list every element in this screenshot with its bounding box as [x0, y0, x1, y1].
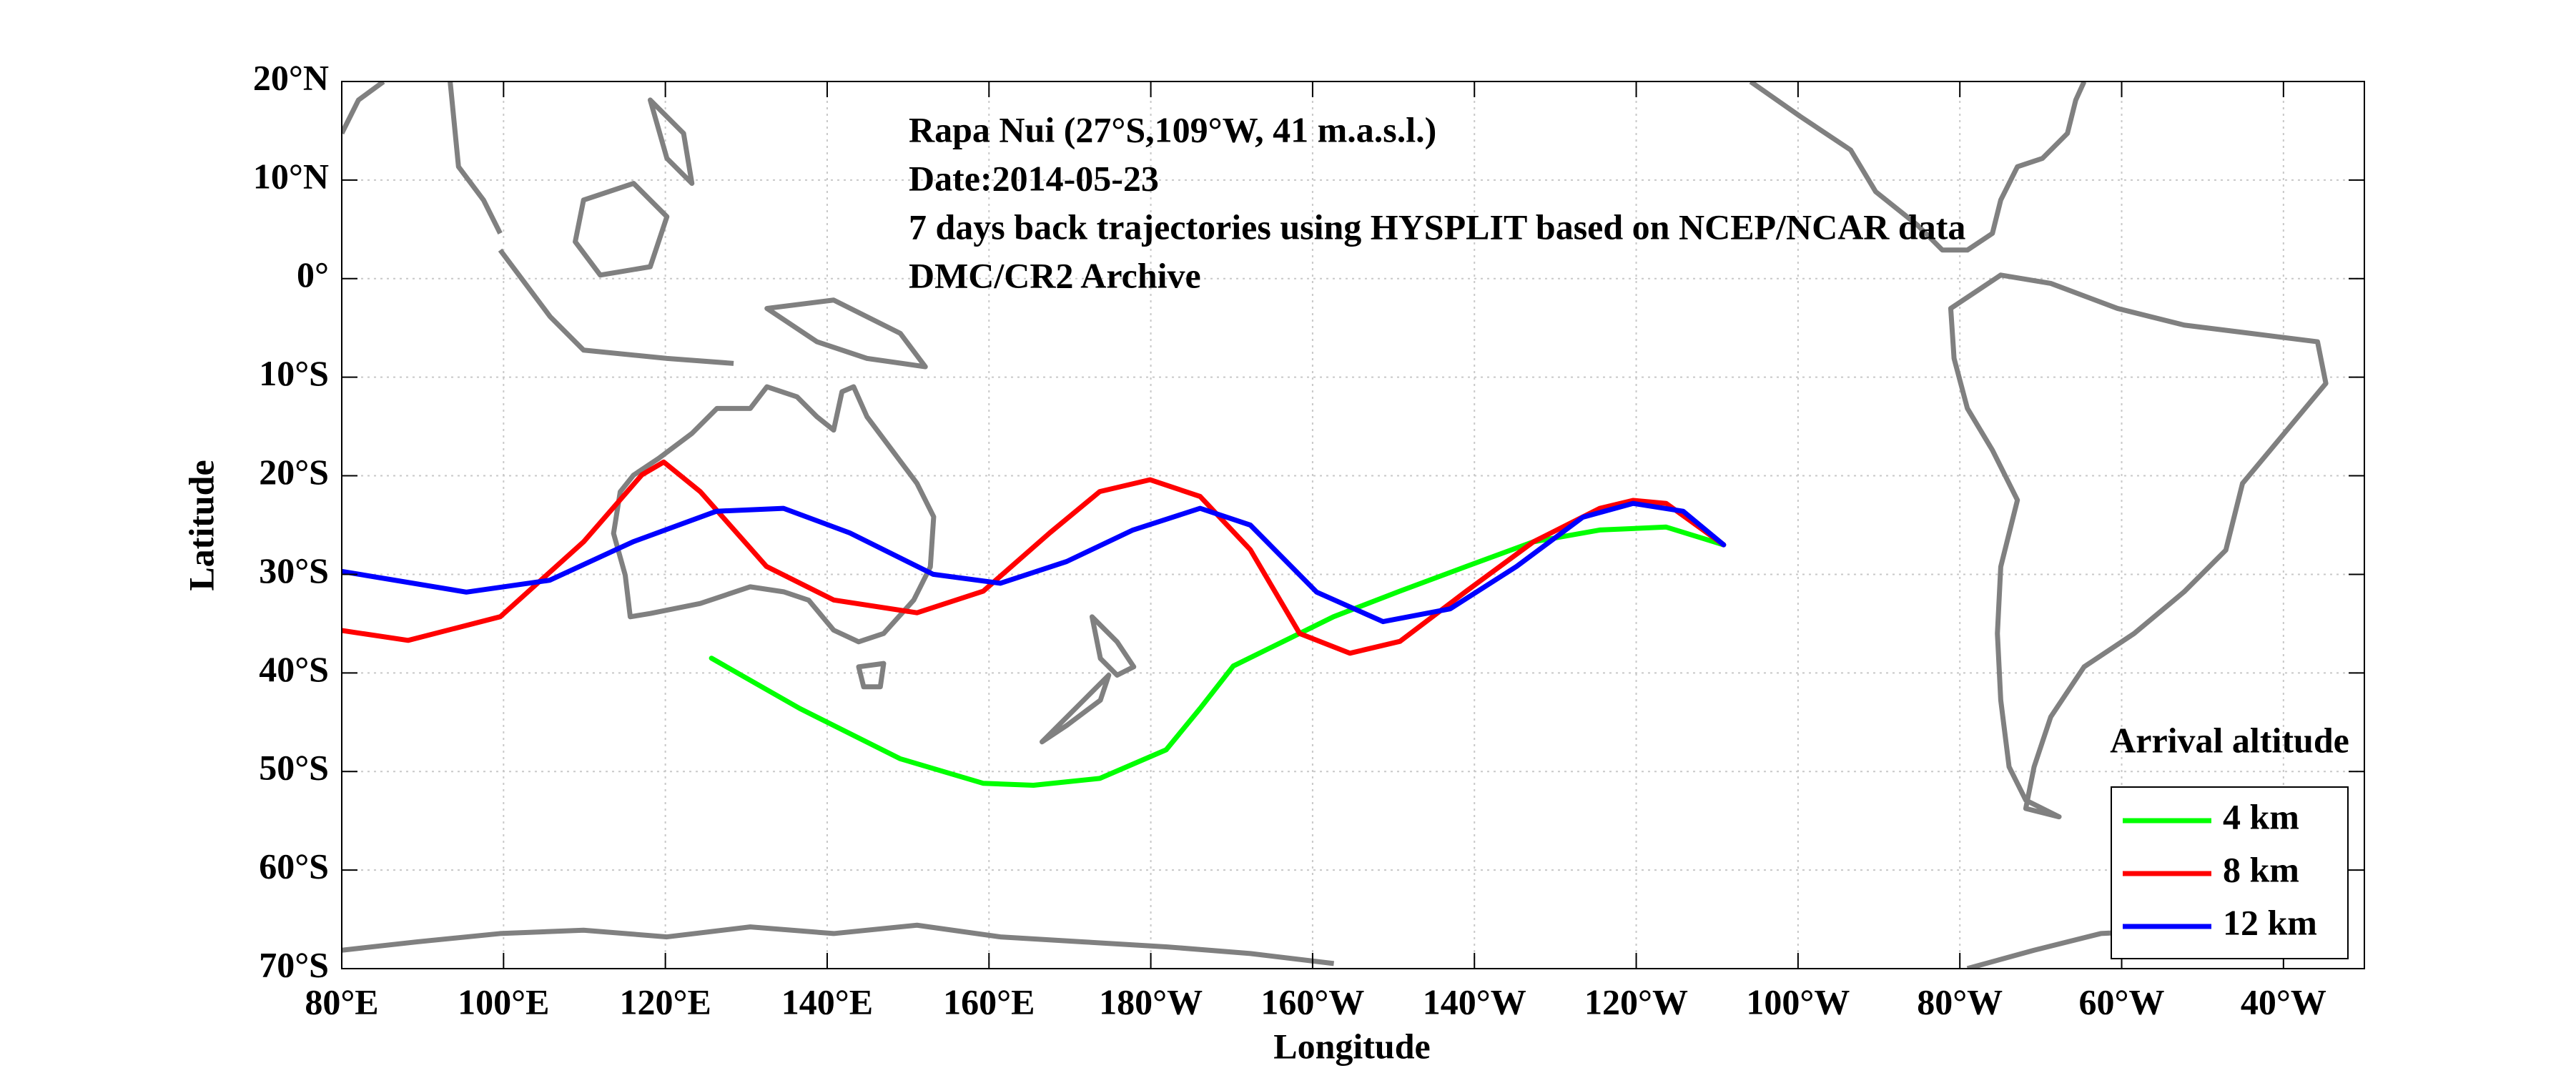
y-tick-label: 40°S: [259, 649, 329, 689]
coastline: [342, 81, 734, 366]
annotation: 7 days back trajectories using HYSPLIT b…: [909, 207, 1965, 247]
annotation: Date:2014-05-23: [909, 158, 1159, 198]
y-tick-label: 50°S: [259, 748, 329, 788]
y-tick-label: 30°S: [259, 550, 329, 590]
y-tick-label: 10°S: [259, 353, 329, 393]
plot-frame: [341, 81, 2365, 969]
coastlines: [342, 81, 2329, 969]
y-tick-label: 0°: [297, 254, 329, 295]
x-tick-label: 80°W: [1917, 981, 2003, 1022]
x-axis-label: Longitude: [1273, 1026, 1431, 1066]
legend-title: Arrival altitude: [2110, 720, 2349, 760]
coastline: [1749, 81, 2087, 253]
annotation: DMC/CR2 Archive: [909, 255, 1201, 295]
x-tick-label: 100°W: [1746, 981, 1850, 1022]
y-tick-label: 10°N: [253, 156, 329, 196]
coastline: [1040, 614, 1137, 745]
x-tick-label: 100°E: [458, 981, 549, 1022]
coastline: [573, 97, 928, 370]
x-tick-label: 80°E: [305, 981, 378, 1022]
annotations: Rapa Nui (27°S,109°W, 41 m.a.s.l.) Date:2…: [909, 109, 1965, 295]
x-tick-label: 120°W: [1584, 981, 1688, 1022]
trajectory-line: [342, 459, 1727, 656]
y-tick-label: 60°S: [259, 846, 329, 886]
x-tick-label: 40°W: [2241, 981, 2326, 1022]
y-tick-label: 20°N: [253, 57, 329, 97]
x-tick-label: 160°E: [943, 981, 1035, 1022]
x-tick-label: 140°E: [781, 981, 873, 1022]
trajectories: [342, 459, 1727, 788]
x-tick-label: 180°W: [1099, 981, 1203, 1022]
coastline: [611, 384, 937, 645]
x-tick-label: 120°E: [619, 981, 711, 1022]
x-tick-label: 140°W: [1423, 981, 1526, 1022]
legend-label: 8 km: [2223, 849, 2299, 889]
legend-label: 4 km: [2223, 796, 2299, 836]
y-tick-label: 70°S: [259, 944, 329, 984]
x-tick-label: 60°W: [2079, 981, 2165, 1022]
y-axis-label: Latitude: [181, 460, 221, 590]
x-tick-label: 160°W: [1260, 981, 1364, 1022]
y-tick-label: 20°S: [259, 452, 329, 492]
trajectory-line: [342, 500, 1727, 625]
coastline: [856, 661, 887, 690]
coastline: [1948, 272, 2329, 820]
annotation: Rapa Nui (27°S,109°W, 41 m.a.s.l.): [909, 109, 1436, 149]
legend-label: 12 km: [2223, 902, 2317, 942]
